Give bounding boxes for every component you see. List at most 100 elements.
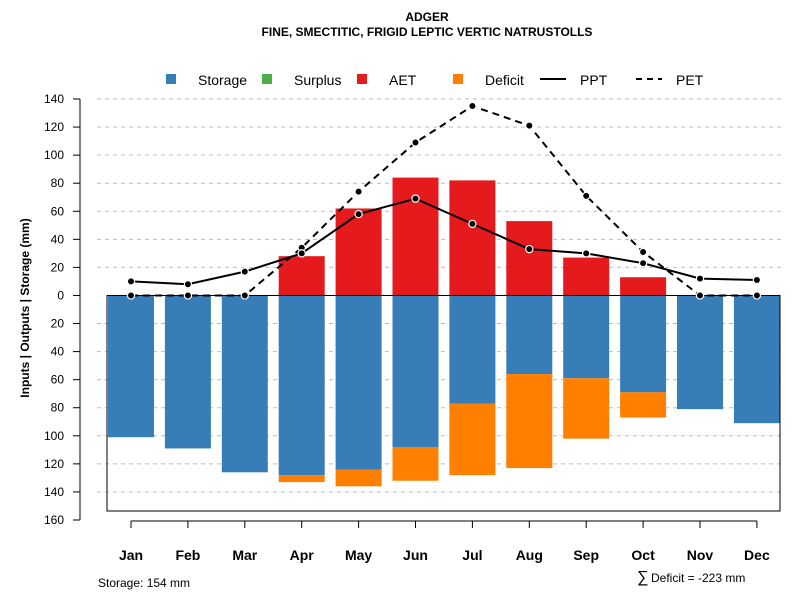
storage-bar [221,295,268,473]
x-tick-label: Jun [403,547,428,563]
storage-bar [108,295,154,438]
chart-title: ADGER [405,10,449,24]
x-tick-label: Nov [687,547,714,563]
storage-bar [677,295,723,410]
x-axis: Jan Feb Mar Apr May Jun Jul Aug Sep Oct Nov Dec [119,520,770,563]
storage-bar [392,295,439,448]
x-tick-label: Sep [573,547,599,563]
storage-bar [563,295,610,379]
y-tick-label: 80 [51,401,65,415]
deficit-bar [506,374,553,469]
ppt-point [525,244,534,254]
x-tick-label: Oct [631,547,655,563]
deficit-bar [563,378,610,439]
storage-bar [164,295,211,449]
deficit-total: Deficit = -223 mm [651,571,745,585]
y-axis: 140 120 100 80 60 40 20 0 20 40 60 80 100 120 140 160 [44,92,81,527]
plot-frame [106,294,781,512]
x-tick-label: May [345,547,372,563]
aet-bar [563,257,610,296]
y-tick-label: 0 [57,288,64,302]
ppt-point [297,249,306,258]
storage-bar [620,295,667,393]
legend-storage-swatch [166,74,176,84]
legend: Storage Surplus AET Deficit PPT PET [166,72,704,88]
ppt-line [130,197,757,286]
ppt-point [183,280,193,289]
legend-aet-label: AET [389,72,417,88]
y-tick-label: 40 [51,345,65,359]
storage-total: Storage: 154 mm [98,576,190,590]
x-tick-label: Mar [232,547,257,563]
storage-bar [449,295,496,404]
pet-point [752,291,762,300]
y-tick-label: 140 [44,485,64,499]
x-tick-label: Aug [516,547,543,563]
gridlines [97,98,785,493]
ppt-point [468,219,477,229]
legend-aet-swatch [357,74,367,84]
pet-line [131,104,757,297]
series-lines [126,101,762,300]
x-tick-label: Jan [119,547,143,563]
legend-surplus-swatch [262,74,272,84]
storage-bar [335,295,382,470]
ppt-point [411,194,420,203]
x-tick-label: Feb [175,547,200,563]
storage-bar [506,295,553,375]
pet-point [183,291,193,300]
storage-bar [733,295,780,424]
y-tick-label: 100 [44,148,64,162]
x-tick-label: Apr [290,547,315,563]
deficit-bar [278,475,325,483]
y-tick-label: 160 [44,513,64,527]
aet-bar [506,221,553,296]
y-tick-label: 120 [44,457,64,471]
ppt-point [695,274,705,283]
aet-bar [449,180,496,296]
legend-ppt-label: PPT [580,72,608,88]
pet-point [695,291,705,300]
y-tick-label: 140 [44,92,64,106]
deficit-bar [620,392,667,418]
bars [108,177,780,487]
deficit-bar [449,403,496,476]
x-tick-label: Jul [462,547,482,563]
y-tick-label: 120 [44,120,64,134]
chart-subtitle: FINE, SMECTITIC, FRIGID LEPTIC VERTIC NA… [262,25,593,39]
legend-storage-label: Storage [198,72,247,88]
aet-bar [620,277,667,296]
ppt-point [354,209,363,219]
y-tick-label: 60 [51,373,65,387]
y-tick-label: 80 [51,176,65,190]
legend-surplus-label: Surplus [294,72,341,88]
legend-deficit-label: Deficit [485,72,524,88]
y-tick-label: 20 [51,260,65,274]
pet-point [638,247,648,257]
ppt-point [126,277,136,286]
y-tick-label: 60 [51,204,65,218]
ppt-point [582,249,591,258]
y-tick-label: 20 [51,317,65,331]
ppt-point [240,267,249,276]
pet-point [354,187,363,196]
y-axis-label: Inputs | Outputs | Storage (mm) [18,218,32,397]
pet-point [126,291,136,300]
sum-symbol: ∑ [637,569,648,586]
storage-bar [278,295,325,476]
pet-point [468,101,477,111]
aet-bar [278,256,325,296]
legend-pet-label: PET [676,72,704,88]
pet-point [582,191,591,201]
aet-bar [335,208,382,296]
y-tick-label: 100 [44,429,64,443]
x-tick-label: Dec [744,547,770,563]
pet-point [411,138,420,147]
deficit-bar [392,447,439,481]
ppt-point [638,258,648,268]
ppt-point [752,275,762,285]
legend-deficit-swatch [453,74,463,84]
pet-point [240,291,249,300]
pet-point [525,121,534,130]
